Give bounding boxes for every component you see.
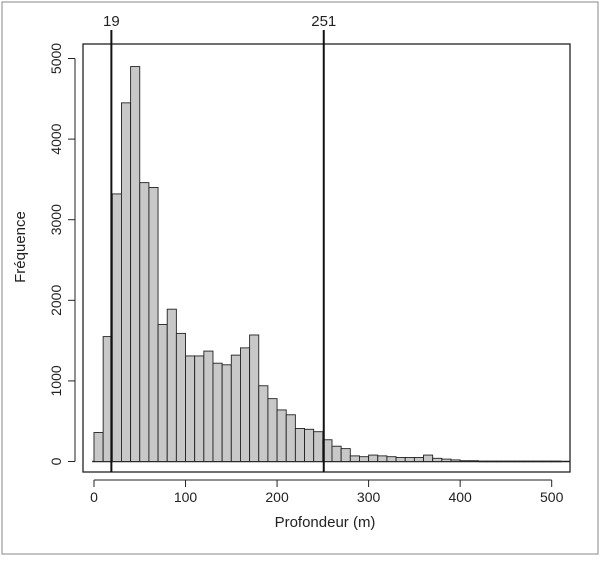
histogram-bar xyxy=(413,457,424,462)
histogram-bar xyxy=(487,460,498,463)
histogram-bar xyxy=(139,182,150,462)
histogram-bar xyxy=(230,354,241,462)
reference-line-label: 19 xyxy=(103,13,120,30)
x-tick-label: 500 xyxy=(540,489,564,505)
y-tick-label: 3000 xyxy=(48,204,64,235)
histogram-bar xyxy=(185,355,196,462)
histogram-bar xyxy=(523,460,534,463)
histogram-bar xyxy=(377,455,388,462)
histogram-bar xyxy=(267,398,278,462)
histogram-bar xyxy=(386,456,397,462)
histogram-bar xyxy=(432,457,443,462)
histogram-bar xyxy=(285,414,296,462)
histogram-bar xyxy=(313,431,324,462)
histogram-bar xyxy=(157,324,168,462)
histogram-bar xyxy=(212,362,223,462)
histogram-bar xyxy=(258,385,269,462)
histogram-bar xyxy=(175,332,186,462)
histogram-bar xyxy=(551,460,562,463)
histogram-bar xyxy=(340,448,351,462)
histogram-bar xyxy=(542,460,553,463)
histogram-bar xyxy=(148,187,159,462)
histogram-bar xyxy=(468,460,479,462)
histogram-bar xyxy=(505,460,516,463)
histogram-bar xyxy=(359,456,370,462)
x-tick-label: 400 xyxy=(448,489,472,505)
histogram-bar xyxy=(368,454,379,462)
plot-frame xyxy=(82,43,571,473)
histogram-bar xyxy=(130,66,141,462)
x-tick-label: 200 xyxy=(265,489,289,505)
histogram-bar xyxy=(441,458,452,462)
x-tick-label: 300 xyxy=(357,489,381,505)
histogram-bar xyxy=(221,364,232,462)
histogram-bar xyxy=(304,428,315,462)
histogram-bar xyxy=(166,308,177,462)
histogram-bar xyxy=(276,409,287,462)
histogram-bar xyxy=(450,459,461,462)
histogram-bar xyxy=(111,193,122,462)
histogram-bar xyxy=(478,460,489,463)
y-tick-label: 5000 xyxy=(48,43,64,74)
histogram-bar xyxy=(459,460,470,462)
histogram-bar xyxy=(514,460,525,463)
histogram-bar xyxy=(240,347,251,462)
histogram-bar xyxy=(331,445,342,462)
histogram-bar xyxy=(203,350,214,462)
y-tick-label: 0 xyxy=(48,457,64,465)
histogram-bar xyxy=(349,455,360,462)
y-tick-label: 2000 xyxy=(48,285,64,316)
y-axis-title: Fréquence xyxy=(12,211,29,283)
histogram-bar xyxy=(120,102,132,462)
markers-layer: 19 251 xyxy=(103,13,336,472)
histogram-bar xyxy=(404,457,415,462)
x-tick-label: 0 xyxy=(90,489,98,505)
histogram-bar xyxy=(194,355,205,462)
reference-line-label: 251 xyxy=(311,13,336,30)
bars-layer xyxy=(92,66,570,463)
histogram-bar xyxy=(93,432,104,462)
y-tick-label: 4000 xyxy=(48,123,64,154)
histogram-bar xyxy=(423,454,434,462)
x-axis-title: Profondeur (m) xyxy=(275,514,376,531)
histogram-bar xyxy=(249,334,260,462)
histogram-bar xyxy=(532,460,543,463)
x-tick-label: 100 xyxy=(174,489,198,505)
histogram-bar xyxy=(294,428,305,462)
y-tick-label: 1000 xyxy=(48,365,64,396)
histogram-bar xyxy=(395,457,406,462)
histogram-bar xyxy=(496,460,507,463)
